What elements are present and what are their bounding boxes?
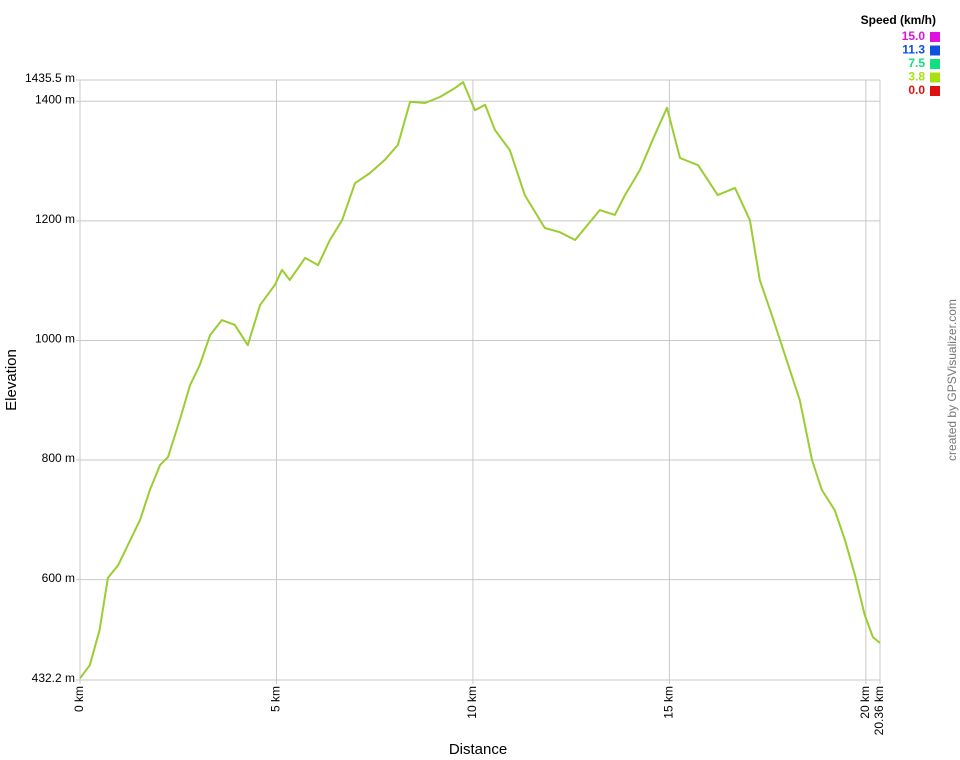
x-tick-label: 10 km xyxy=(465,686,479,719)
legend-label: 7.5 xyxy=(908,56,925,70)
y-tick-label: 1000 m xyxy=(35,332,75,346)
legend-label: 3.8 xyxy=(908,70,925,84)
y-axis-label: Elevation xyxy=(3,349,20,411)
elevation-line xyxy=(79,81,881,679)
y-tick-label: 1435.5 m xyxy=(25,71,75,85)
y-tick-label: 1200 m xyxy=(35,212,75,226)
x-tick-label: 5 km xyxy=(269,686,283,712)
y-tick-label: 1400 m xyxy=(35,92,75,106)
x-tick-label: 20 km xyxy=(858,686,872,719)
legend-swatch xyxy=(930,72,940,83)
legend-swatch xyxy=(930,86,940,96)
legend-swatch xyxy=(930,32,940,42)
legend-title: Speed (km/h) xyxy=(861,13,936,27)
x-tick-label: 20.36 km xyxy=(872,686,886,735)
legend-swatch xyxy=(930,45,940,56)
x-tick-label: 15 km xyxy=(662,686,676,719)
x-tick-label: 0 km xyxy=(72,686,86,712)
credit: created by GPSVisualizer.com xyxy=(945,299,959,461)
x-axis-label: Distance xyxy=(449,741,507,758)
legend-label: 11.3 xyxy=(902,43,925,57)
legend-label: 15.0 xyxy=(902,29,926,43)
y-tick-label: 432.2 m xyxy=(32,671,75,685)
y-tick-label: 600 m xyxy=(42,571,75,585)
legend-label: 0.0 xyxy=(908,83,925,97)
y-tick-label: 800 m xyxy=(42,451,75,465)
legend-swatch xyxy=(930,59,940,69)
